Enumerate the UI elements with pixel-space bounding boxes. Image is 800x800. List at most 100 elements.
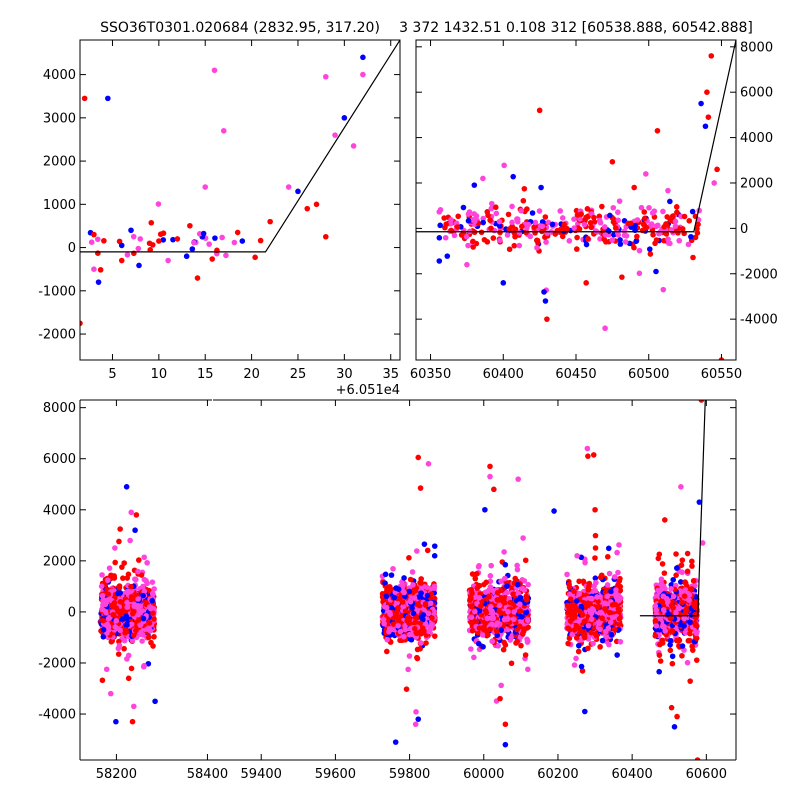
- y-tick-label: 3000: [43, 111, 76, 126]
- data-point-magenta: [137, 622, 144, 628]
- data-point-magenta: [617, 638, 624, 645]
- data-point-magenta: [350, 143, 357, 149]
- data-point-blue: [395, 586, 402, 592]
- data-point-blue: [170, 236, 176, 243]
- data-point-blue: [498, 627, 504, 634]
- panel-plot-area-0: [80, 40, 400, 327]
- data-point-blue: [471, 182, 478, 188]
- data-point-red: [585, 235, 591, 242]
- data-point-red: [619, 274, 625, 280]
- data-point-magenta: [589, 595, 595, 602]
- data-point-magenta: [508, 634, 514, 641]
- data-point-red: [470, 238, 476, 245]
- data-point-red: [695, 221, 701, 228]
- data-point-blue: [409, 605, 415, 611]
- data-point-red: [567, 617, 574, 624]
- data-point-magenta: [219, 234, 225, 241]
- data-point-red: [146, 240, 153, 247]
- data-point-magenta: [514, 218, 521, 225]
- data-point-red: [454, 224, 461, 230]
- data-point-magenta: [360, 71, 366, 78]
- data-point-magenta: [468, 614, 475, 621]
- model-line: [416, 40, 736, 233]
- data-point-blue: [100, 633, 107, 640]
- data-point-blue: [510, 173, 516, 180]
- data-point-red: [573, 635, 580, 641]
- data-point-blue: [183, 253, 190, 260]
- data-point-red: [148, 219, 155, 226]
- data-point-blue: [436, 235, 443, 241]
- data-point-blue: [669, 653, 676, 660]
- data-point-red: [146, 620, 153, 626]
- data-point-magenta: [597, 626, 603, 633]
- data-point-magenta: [410, 582, 416, 588]
- data-point-magenta: [498, 682, 504, 689]
- data-point-red: [257, 237, 264, 244]
- data-point-blue: [542, 298, 549, 304]
- data-point-magenta: [638, 204, 645, 211]
- data-point-magenta: [576, 618, 582, 624]
- data-point-red: [583, 214, 589, 221]
- data-point-red: [661, 570, 668, 576]
- data-point-red: [402, 608, 409, 614]
- data-point-magenta: [442, 234, 449, 241]
- data-point-blue: [504, 583, 510, 589]
- data-point-blue: [617, 241, 624, 247]
- data-point-red: [673, 551, 679, 557]
- data-point-red: [267, 218, 273, 225]
- data-point-magenta: [401, 633, 407, 640]
- data-point-red: [417, 620, 423, 627]
- data-point-magenta: [665, 240, 672, 246]
- data-point-magenta: [407, 598, 414, 605]
- data-point-red: [117, 526, 123, 532]
- data-point-red: [655, 555, 662, 562]
- data-point-magenta: [685, 241, 692, 248]
- data-point-red: [151, 633, 157, 640]
- data-point-red: [431, 633, 438, 639]
- data-point-magenta: [98, 583, 105, 590]
- data-point-magenta: [488, 205, 495, 212]
- data-point-magenta: [509, 219, 515, 226]
- data-point-blue: [607, 212, 613, 219]
- data-point-red: [443, 221, 449, 228]
- x-tick-label: 5: [108, 367, 116, 382]
- data-point-red: [532, 230, 538, 236]
- data-point-red: [602, 605, 608, 612]
- data-point-red: [424, 547, 431, 554]
- data-point-red: [395, 617, 402, 624]
- data-point-red: [565, 640, 571, 647]
- data-point-red: [135, 557, 142, 563]
- data-point-red: [531, 224, 537, 231]
- data-point-blue: [149, 597, 155, 604]
- data-point-blue: [424, 592, 431, 599]
- data-point-magenta: [386, 629, 392, 635]
- data-point-blue: [95, 279, 102, 285]
- data-point-red: [478, 603, 484, 609]
- data-point-red: [659, 561, 666, 567]
- data-point-red: [596, 213, 603, 220]
- data-point-red: [578, 211, 584, 217]
- data-point-magenta: [135, 568, 141, 575]
- data-point-magenta: [488, 604, 494, 610]
- data-point-magenta: [589, 606, 595, 612]
- data-point-red: [484, 239, 491, 245]
- data-point-red: [252, 254, 258, 261]
- data-point-red: [160, 230, 167, 237]
- data-point-magenta: [495, 642, 501, 649]
- data-point-magenta: [609, 237, 616, 243]
- data-point-magenta: [436, 209, 443, 215]
- panel-frame: [79, 39, 401, 361]
- data-point-red: [80, 320, 83, 327]
- data-point-red: [115, 651, 122, 657]
- data-point-magenta: [165, 257, 171, 264]
- data-point-magenta: [466, 209, 473, 215]
- data-point-red: [552, 231, 559, 237]
- data-point-red: [510, 591, 516, 597]
- data-point-red: [395, 605, 401, 611]
- data-point-red: [612, 225, 619, 231]
- data-point-red: [422, 601, 429, 607]
- data-point-magenta: [604, 593, 611, 600]
- data-point-blue: [605, 545, 612, 552]
- data-point-red: [468, 603, 474, 610]
- data-point-magenta: [409, 569, 416, 575]
